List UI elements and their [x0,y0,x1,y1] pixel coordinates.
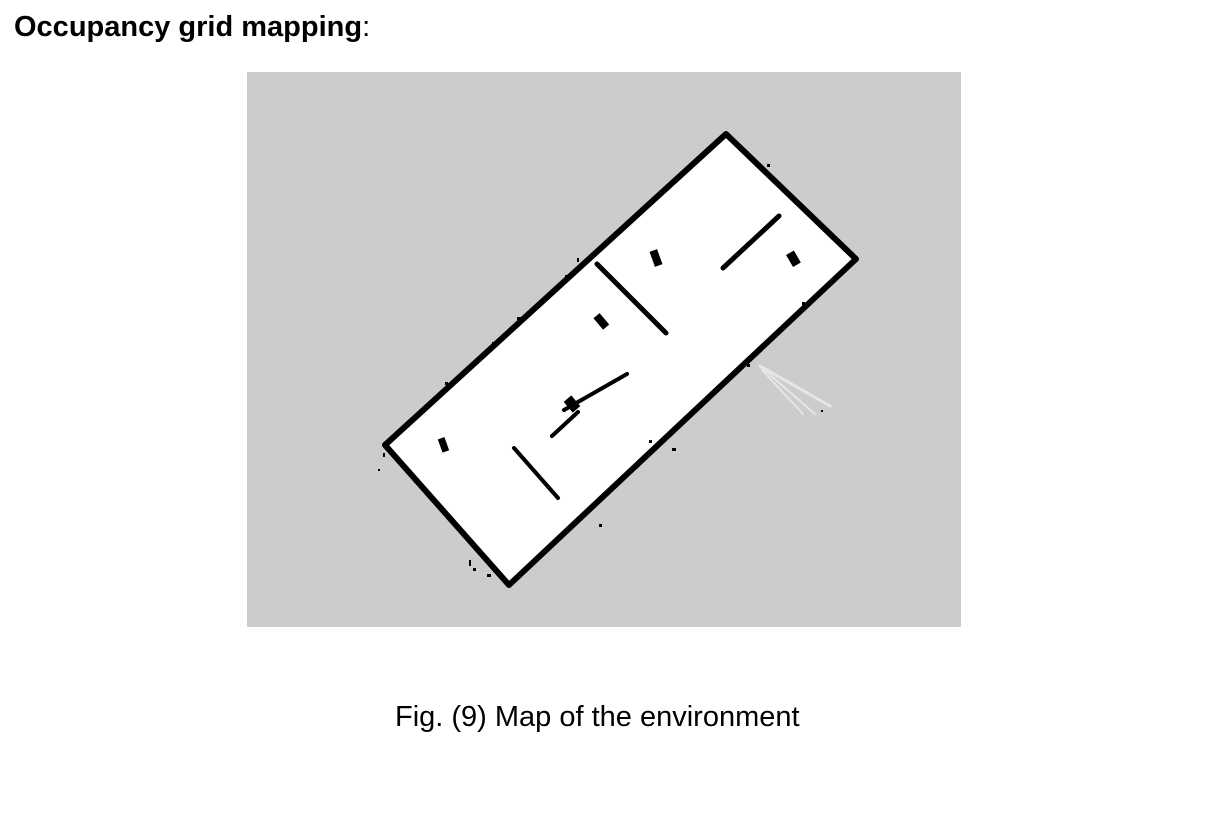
obstacles [437,249,801,453]
figure-caption: Fig. (9) Map of the environment [395,701,800,733]
section-heading-colon: : [362,11,371,43]
occupancy-grid-map-figure [247,72,961,627]
wall-noise [378,164,823,577]
occupancy-grid-map [247,72,961,627]
section-heading: Occupancy grid mapping: [14,8,370,46]
outer-walls [382,131,859,588]
section-heading-title: Occupancy grid mapping [14,11,363,43]
free-space [385,134,856,585]
